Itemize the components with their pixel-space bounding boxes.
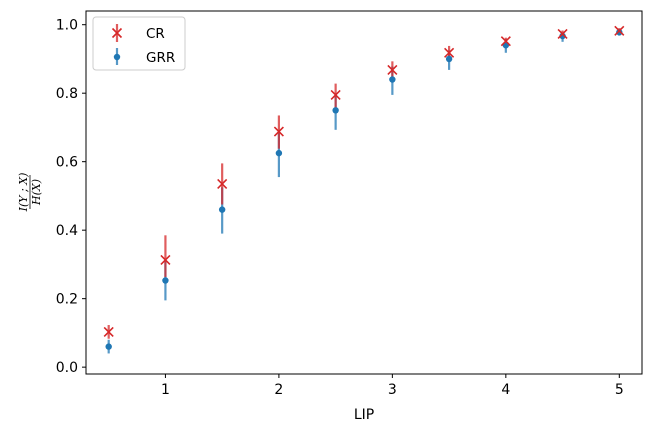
grr-point [389,76,396,83]
legend: CR GRR [92,16,186,71]
x-tick-label: 3 [388,382,397,398]
cr-point [330,89,341,100]
y-axis: 0.0 0.2 0.4 0.6 0.8 1.0 [56,18,86,376]
x-tick-label: 5 [615,382,624,398]
grr-point [445,55,453,63]
grr-point [218,206,226,213]
grr-point [332,107,339,114]
legend-grr-marker [113,53,121,61]
cr-point [444,47,455,58]
x-axis: 1 2 3 4 5 [161,374,624,398]
y-tick-label: 0.6 [56,155,78,171]
grr-point [616,29,623,36]
y-axis-label-numerator: I(Y ; X) [17,173,30,213]
grr-point [105,343,112,350]
cr-point [103,326,114,337]
cr-point [387,64,398,75]
legend-label-grr: GRR [146,50,175,66]
x-tick-label: 4 [501,382,510,398]
cr-point [557,28,568,40]
y-tick-label: 0.8 [56,86,78,102]
x-tick-label: 1 [161,382,170,398]
grr-point [559,32,566,40]
x-axis-label: LIP [354,407,374,423]
grr-point [162,277,169,284]
cr-point [614,25,625,36]
plot-area-frame [85,10,643,375]
y-tick-label: 0.0 [56,360,78,376]
y-axis-label-denominator: H(X) [30,179,43,206]
cr-point [500,36,511,47]
x-tick-label: 2 [274,382,283,398]
data-marks [103,25,625,354]
grr-point [275,149,283,157]
cr-point [217,178,228,190]
legend-entry-grr [113,48,121,65]
y-tick-label: 1.0 [56,18,78,34]
cr-point [273,126,284,137]
cr-point [160,254,171,266]
legend-cr-marker [111,27,123,39]
y-axis-label: I(Y ; X) H(X) [17,173,43,213]
legend-label-cr: CR [146,26,165,42]
y-tick-label: 0.4 [56,223,78,239]
legend-entry-cr [111,24,123,42]
y-tick-label: 0.2 [56,292,78,308]
